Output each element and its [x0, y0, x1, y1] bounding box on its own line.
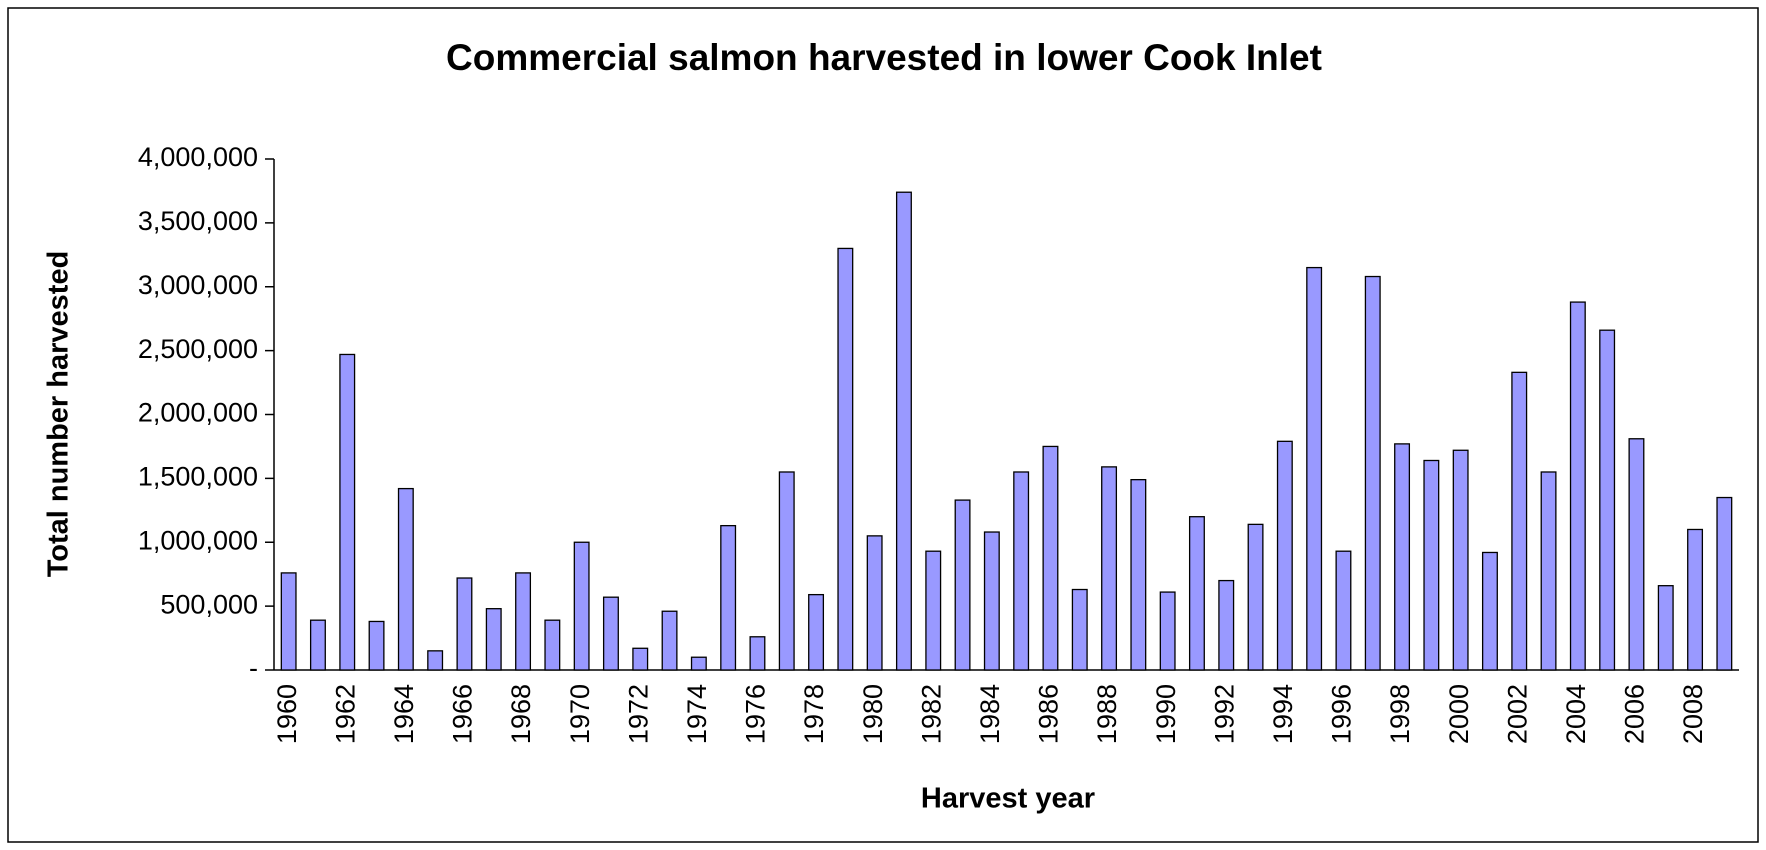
bar — [808, 593, 825, 671]
x-tick-label: 1996 — [1327, 684, 1357, 744]
x-tick-label: 1978 — [799, 684, 829, 744]
bar — [515, 572, 532, 671]
bar — [397, 487, 414, 671]
bar — [1188, 516, 1205, 671]
bar — [544, 619, 561, 671]
bar — [1657, 585, 1674, 671]
bar — [1481, 551, 1498, 671]
bar — [632, 647, 649, 671]
x-tick-label: 1976 — [741, 684, 771, 744]
bar — [720, 524, 737, 671]
bar — [983, 531, 1000, 671]
bar — [1628, 438, 1645, 671]
bar — [1306, 266, 1323, 671]
bar — [368, 620, 385, 671]
bar — [573, 541, 590, 671]
x-tick-label: 1964 — [389, 684, 419, 744]
x-tick-label: 1998 — [1385, 684, 1415, 744]
x-tick-label: 1974 — [682, 684, 712, 744]
y-tick-label: 1,500,000 — [138, 462, 258, 492]
y-tick-label: 3,500,000 — [138, 206, 258, 236]
bar — [1101, 466, 1118, 671]
bar — [602, 596, 619, 671]
bar — [1130, 479, 1147, 671]
bar — [485, 608, 502, 671]
x-tick-label: 2000 — [1444, 684, 1474, 744]
chart-border — [7, 7, 1759, 843]
y-tick-label: 2,000,000 — [138, 398, 258, 428]
x-tick-label: 1986 — [1034, 684, 1064, 744]
bar — [866, 535, 883, 671]
bar — [1452, 449, 1469, 671]
y-tick-label: 3,000,000 — [138, 270, 258, 300]
x-tick-label: 1988 — [1092, 684, 1122, 744]
x-axis-title: Harvest year — [921, 783, 1095, 815]
y-tick-label: 500,000 — [160, 589, 258, 619]
x-tick-label: 2006 — [1620, 684, 1650, 744]
bar — [1569, 301, 1586, 671]
bar — [749, 636, 766, 671]
x-tick-label: 1980 — [858, 684, 888, 744]
bar — [690, 656, 707, 671]
bar — [1042, 445, 1059, 671]
x-tick-label: 1990 — [1151, 684, 1181, 744]
bar — [427, 650, 444, 671]
bar — [1511, 371, 1528, 671]
bar — [1364, 275, 1381, 671]
x-tick-label: 1966 — [448, 684, 478, 744]
x-tick-label: 1960 — [272, 684, 302, 744]
bar — [1394, 443, 1411, 671]
x-tick-label: 1962 — [330, 684, 360, 744]
bar — [280, 572, 297, 671]
chart-title: Commercial salmon harvested in lower Coo… — [446, 37, 1322, 78]
y-axis-title: Total number harvested — [43, 251, 75, 578]
bar — [1716, 496, 1733, 671]
y-tick-label: - — [249, 653, 258, 683]
x-tick-label: 1968 — [506, 684, 536, 744]
bar — [1687, 528, 1704, 671]
bar — [954, 499, 971, 671]
bar — [1276, 440, 1293, 671]
bar — [1159, 591, 1176, 671]
y-tick-label: 2,500,000 — [138, 334, 258, 364]
bar — [1423, 459, 1440, 671]
y-tick-label: 4,000,000 — [138, 142, 258, 172]
x-tick-label: 2008 — [1678, 684, 1708, 744]
x-tick-label: 1984 — [975, 684, 1005, 744]
x-tick-label: 2004 — [1561, 684, 1591, 744]
x-tick-label: 2002 — [1502, 684, 1532, 744]
bar — [1540, 471, 1557, 671]
bar — [456, 577, 473, 671]
bar — [1599, 329, 1616, 671]
x-tick-label: 1982 — [916, 684, 946, 744]
x-tick-label: 1992 — [1209, 684, 1239, 744]
x-tick-label: 1970 — [565, 684, 595, 744]
bar — [1247, 523, 1264, 671]
bar — [339, 353, 356, 671]
bar — [778, 471, 795, 671]
bar — [309, 619, 326, 671]
x-tick-label: 1972 — [623, 684, 653, 744]
bar — [1071, 588, 1088, 671]
bar — [1218, 579, 1235, 671]
y-tick-label: 1,000,000 — [138, 525, 258, 555]
bar — [661, 610, 678, 671]
bar — [837, 247, 854, 671]
bar — [895, 191, 912, 671]
x-tick-label: 1994 — [1268, 684, 1298, 744]
bar — [925, 550, 942, 671]
bar — [1013, 471, 1030, 671]
bar — [1335, 550, 1352, 671]
